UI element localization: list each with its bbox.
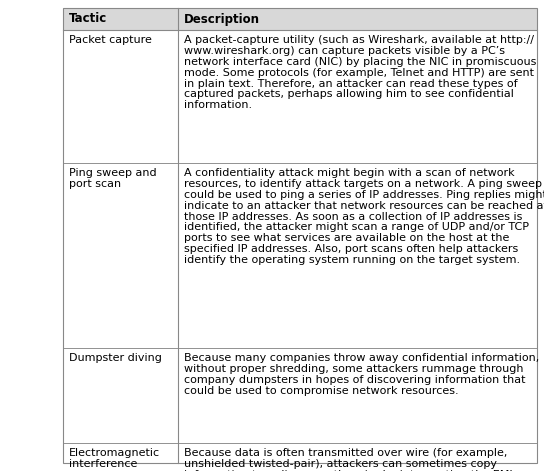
Bar — [63, 8, 537, 463]
Text: identify the operating system running on the target system.: identify the operating system running on… — [184, 255, 520, 265]
Text: without proper shredding, some attackers rummage through: without proper shredding, some attackers… — [184, 364, 523, 374]
Text: those IP addresses. As soon as a collection of IP addresses is: those IP addresses. As soon as a collect… — [184, 211, 522, 221]
Text: in plain text. Therefore, an attacker can read these types of: in plain text. Therefore, an attacker ca… — [184, 79, 518, 89]
Text: unshielded twisted-pair), attackers can sometimes copy: unshielded twisted-pair), attackers can … — [184, 459, 497, 469]
Text: Packet capture: Packet capture — [69, 35, 152, 45]
Text: Description: Description — [184, 13, 260, 25]
Bar — [63, 8, 537, 30]
Text: Because data is often transmitted over wire (for example,: Because data is often transmitted over w… — [184, 448, 508, 458]
Text: Because many companies throw away confidential information,: Because many companies throw away confid… — [184, 353, 539, 364]
Text: information.: information. — [184, 100, 252, 110]
Text: Ping sweep and: Ping sweep and — [69, 169, 157, 179]
Text: information traveling over the wire by intercepting the EMI: information traveling over the wire by i… — [184, 470, 512, 471]
Bar — [63, 8, 537, 463]
Text: company dumpsters in hopes of discovering information that: company dumpsters in hopes of discoverin… — [184, 375, 526, 385]
Text: mode. Some protocols (for example, Telnet and HTTP) are sent: mode. Some protocols (for example, Telne… — [184, 68, 534, 78]
Text: A confidentiality attack might begin with a scan of network: A confidentiality attack might begin wit… — [184, 169, 515, 179]
Text: could be used to ping a series of IP addresses. Ping replies might: could be used to ping a series of IP add… — [184, 190, 544, 200]
Text: (EMI): (EMI) — [69, 470, 97, 471]
Text: Electromagnetic: Electromagnetic — [69, 448, 160, 458]
Text: interference: interference — [69, 459, 138, 469]
Text: port scan: port scan — [69, 179, 121, 189]
Text: captured packets, perhaps allowing him to see confidential: captured packets, perhaps allowing him t… — [184, 89, 514, 99]
Text: network interface card (NIC) by placing the NIC in promiscuous: network interface card (NIC) by placing … — [184, 57, 536, 67]
Text: indicate to an attacker that network resources can be reached at: indicate to an attacker that network res… — [184, 201, 544, 211]
Text: Tactic: Tactic — [69, 13, 107, 25]
Text: ports to see what services are available on the host at the: ports to see what services are available… — [184, 233, 509, 243]
Text: identified, the attacker might scan a range of UDP and/or TCP: identified, the attacker might scan a ra… — [184, 222, 529, 232]
Text: www.wireshark.org) can capture packets visible by a PC’s: www.wireshark.org) can capture packets v… — [184, 46, 505, 56]
Text: Dumpster diving: Dumpster diving — [69, 353, 162, 364]
Text: specified IP addresses. Also, port scans often help attackers: specified IP addresses. Also, port scans… — [184, 244, 518, 254]
Text: resources, to identify attack targets on a network. A ping sweep: resources, to identify attack targets on… — [184, 179, 542, 189]
Text: A packet-capture utility (such as Wireshark, available at http://: A packet-capture utility (such as Wiresh… — [184, 35, 534, 45]
Text: could be used to compromise network resources.: could be used to compromise network reso… — [184, 386, 459, 396]
